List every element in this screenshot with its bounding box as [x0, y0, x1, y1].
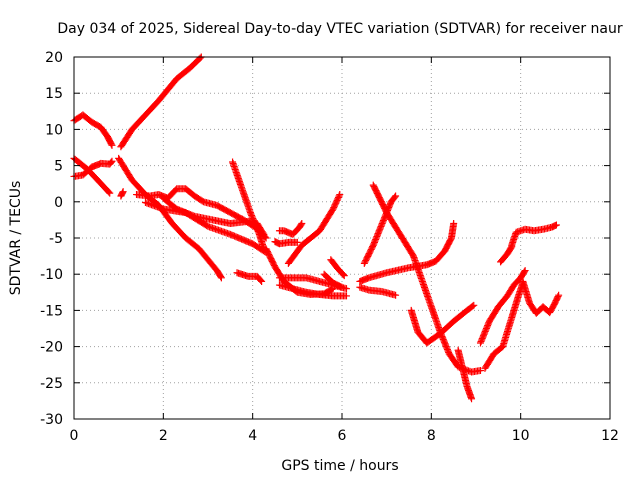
- series-arc-11: [233, 269, 266, 285]
- y-tick-label: 0: [54, 195, 63, 211]
- data-point-marker: [392, 291, 400, 299]
- data-point-marker: [476, 366, 484, 374]
- series-arc-28: [497, 243, 516, 266]
- data-point-marker: [391, 193, 399, 201]
- data-point-marker: [108, 141, 116, 149]
- series-arc-30: [519, 277, 563, 317]
- series-arc-5: [117, 188, 127, 200]
- series-arc-24: [407, 301, 478, 347]
- series-arc-1: [70, 111, 116, 149]
- data-point-marker: [337, 283, 345, 291]
- series-arc-23: [360, 192, 400, 267]
- data-point-marker: [469, 302, 477, 310]
- y-tick-label: -10: [40, 267, 63, 283]
- y-tick-label: -5: [49, 231, 63, 247]
- data-marks: [70, 53, 563, 403]
- data-point-marker: [392, 192, 400, 200]
- data-point-marker: [106, 189, 114, 197]
- data-point-marker: [336, 191, 344, 199]
- series-arc-7: [133, 185, 270, 242]
- data-point-marker: [335, 192, 343, 200]
- series-arc-29: [508, 221, 560, 249]
- x-tick-label: 2: [159, 428, 168, 444]
- data-point-marker: [468, 395, 476, 403]
- x-tick-label: 8: [427, 428, 436, 444]
- data-point-marker: [297, 221, 305, 229]
- y-tick-label: -20: [40, 340, 63, 356]
- y-tick-label: -30: [40, 412, 63, 428]
- data-point-marker: [339, 271, 347, 279]
- x-tick-label: 4: [248, 428, 257, 444]
- y-axis-label: SDTVAR / TECUs: [8, 181, 24, 296]
- data-point-marker: [258, 277, 266, 285]
- data-point-marker: [342, 292, 350, 300]
- data-point-marker: [119, 188, 127, 196]
- y-tick-label: 15: [45, 86, 63, 102]
- series-arc-6: [115, 154, 225, 282]
- y-tick-label: 10: [45, 122, 63, 138]
- data-point-marker: [554, 293, 562, 301]
- x-tick-label: 12: [601, 428, 619, 444]
- series-arc-3: [70, 154, 114, 197]
- data-point-marker: [217, 273, 225, 281]
- series-arc-12: [275, 220, 306, 238]
- grid: [74, 57, 610, 419]
- x-tick-label: 0: [70, 428, 79, 444]
- series-arc-2: [117, 53, 205, 151]
- x-tick-label: 10: [512, 428, 530, 444]
- data-point-marker: [108, 157, 116, 165]
- data-point-marker: [521, 267, 529, 275]
- series-arc-18: [327, 256, 348, 280]
- series-arc-17: [262, 245, 337, 298]
- data-point-marker: [105, 188, 113, 196]
- series-arc-13: [271, 238, 301, 248]
- data-point-marker: [196, 54, 204, 62]
- series-arc-25: [454, 346, 476, 403]
- chart-title: Day 034 of 2025, Sidereal Day-to-day VTE…: [57, 21, 623, 37]
- data-point-marker: [470, 301, 478, 309]
- series-arc-4: [70, 157, 116, 180]
- data-point-marker: [107, 140, 115, 148]
- data-point-marker: [293, 238, 301, 246]
- data-point-marker: [342, 285, 350, 293]
- series-arc-20: [356, 220, 458, 285]
- y-tick-label: 20: [45, 50, 63, 66]
- y-tick-label: -15: [40, 303, 63, 319]
- series-arc-26: [476, 267, 529, 347]
- data-point-marker: [552, 221, 560, 229]
- data-point-marker: [340, 272, 348, 280]
- data-point-marker: [520, 268, 528, 276]
- data-point-marker: [555, 291, 563, 299]
- series-arc-19: [320, 270, 346, 291]
- data-point-marker: [257, 276, 265, 284]
- axis-ticks: 0 2 4 6 8 10 12 -30 -25 -20 -15 -10 -5 0 5 10 15 20: [40, 50, 619, 444]
- data-point-marker: [338, 283, 346, 291]
- data-point-marker: [107, 158, 115, 166]
- data-point-marker: [328, 285, 336, 293]
- x-axis-label: GPS time / hours: [281, 458, 398, 474]
- y-tick-label: -25: [40, 376, 63, 392]
- series-arc-21: [356, 283, 400, 299]
- series-arc-14: [284, 191, 344, 267]
- data-point-marker: [262, 234, 270, 242]
- x-tick-label: 6: [338, 428, 347, 444]
- data-point-marker: [450, 220, 458, 228]
- data-point-marker: [217, 274, 225, 282]
- series-arc-10: [229, 158, 268, 253]
- y-tick-label: 5: [54, 159, 63, 175]
- data-point-marker: [298, 220, 306, 228]
